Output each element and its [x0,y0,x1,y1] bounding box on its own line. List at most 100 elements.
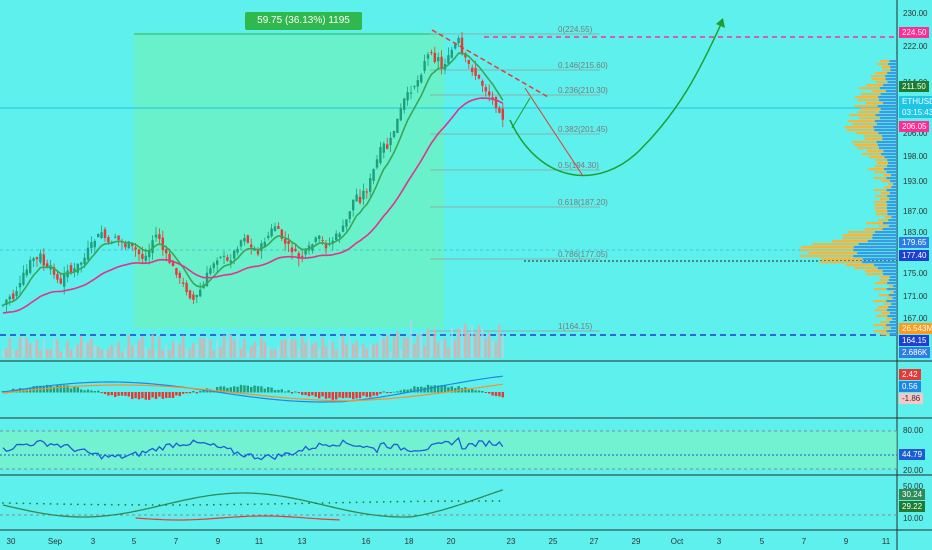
adx-dot [450,500,453,502]
candle-body [246,235,249,243]
candle-body [335,233,338,240]
volume-bar [263,341,266,358]
macd-tag: 0.56 [899,381,921,392]
profile-bar [889,321,897,324]
profile-bar [846,129,875,132]
volume-bar [287,338,290,358]
profile-bar [874,165,888,168]
macd-hist-bar [474,390,477,393]
volume-bar [304,342,307,358]
adx-dot [342,501,344,504]
volume-bar [137,340,141,358]
candle-body [229,260,232,263]
candle-body [107,237,110,243]
adx-dot [355,501,358,504]
profile-bar [869,156,885,159]
profile-bar [883,102,897,105]
adx-dot [104,503,106,506]
volume-bar [97,346,100,358]
candle-body [239,240,243,247]
adx-dot [478,500,480,502]
profile-bar [880,276,890,279]
candle-body [501,108,504,120]
adx-dot [138,504,140,506]
adx-dot [423,500,426,503]
macd-hist-bar [42,386,45,393]
volume-bar [199,337,202,358]
volume-bar [426,328,430,358]
profile-bar [844,126,874,129]
candle-body [127,241,130,249]
macd-hist-bar [90,390,93,393]
volume-bar [35,339,39,358]
profile-bar [892,297,897,300]
volume-bar [464,323,467,358]
measure-label: 59.75 (36.13%) 1195 [245,12,362,30]
profile-bar [878,306,889,309]
time-tick: 13 [298,537,307,546]
adx-tag: 29.22 [899,501,926,512]
candle-body [226,257,229,261]
profile-bar [886,318,893,321]
macd-hist-bar [403,389,406,393]
profile-bar [851,141,877,144]
volume-bar [229,334,232,358]
macd-hist-bar [443,384,447,393]
adx-dot [362,501,365,504]
volume-bar [1,350,5,358]
volume-bar [195,344,198,358]
profile-bar [881,153,897,156]
adx-tag: 30.24 [899,489,926,500]
volume-bar [239,348,243,358]
profile-bar [874,288,887,291]
candle-body [219,256,222,258]
price-tick: 187.00 [903,207,928,216]
volume-bar [127,334,130,358]
adx-dot [403,500,406,503]
volume-bar [335,350,338,358]
profile-bar [881,180,891,183]
volume-bar [256,345,260,358]
volume-bar [49,349,52,358]
candle-body [301,255,304,257]
candle-body [209,268,212,274]
profile-bar [887,159,897,162]
macd-hist-bar [355,392,358,399]
candle-body [216,260,219,265]
profile-bar [880,333,890,336]
candle-body [403,98,406,110]
candle-body [144,255,147,261]
adx-dot [253,503,256,506]
profile-bar [855,132,879,135]
candle-body [260,243,263,252]
profile-bar [887,162,897,165]
volume-bar [107,348,110,358]
volume-bar [73,346,76,358]
candle-body [222,255,226,257]
profile-bar [876,123,897,126]
bounce-arrow-line [511,97,531,129]
profile-bar [888,219,897,222]
profile-bar [849,114,876,117]
adx-dot [2,502,4,504]
time-tick: 7 [174,537,179,546]
candle-body [100,232,103,238]
profile-bar [886,189,897,192]
adx-dot [280,502,283,505]
candle-body [477,74,481,79]
volume-bar [250,345,253,358]
profile-bar [887,315,897,318]
macd-hist-bar [226,387,229,393]
profile-bar [866,222,884,225]
macd-hist-bar [188,392,192,394]
adx-dot [172,504,174,506]
macd-hist-bar [369,392,372,398]
rsi-tick: 20.00 [903,466,924,475]
profile-bar [882,270,897,273]
candle-body [386,144,389,149]
volume-bar [433,328,436,358]
macd-hist-bar [294,391,297,393]
candle-body [494,97,498,108]
profile-bar [799,255,854,258]
